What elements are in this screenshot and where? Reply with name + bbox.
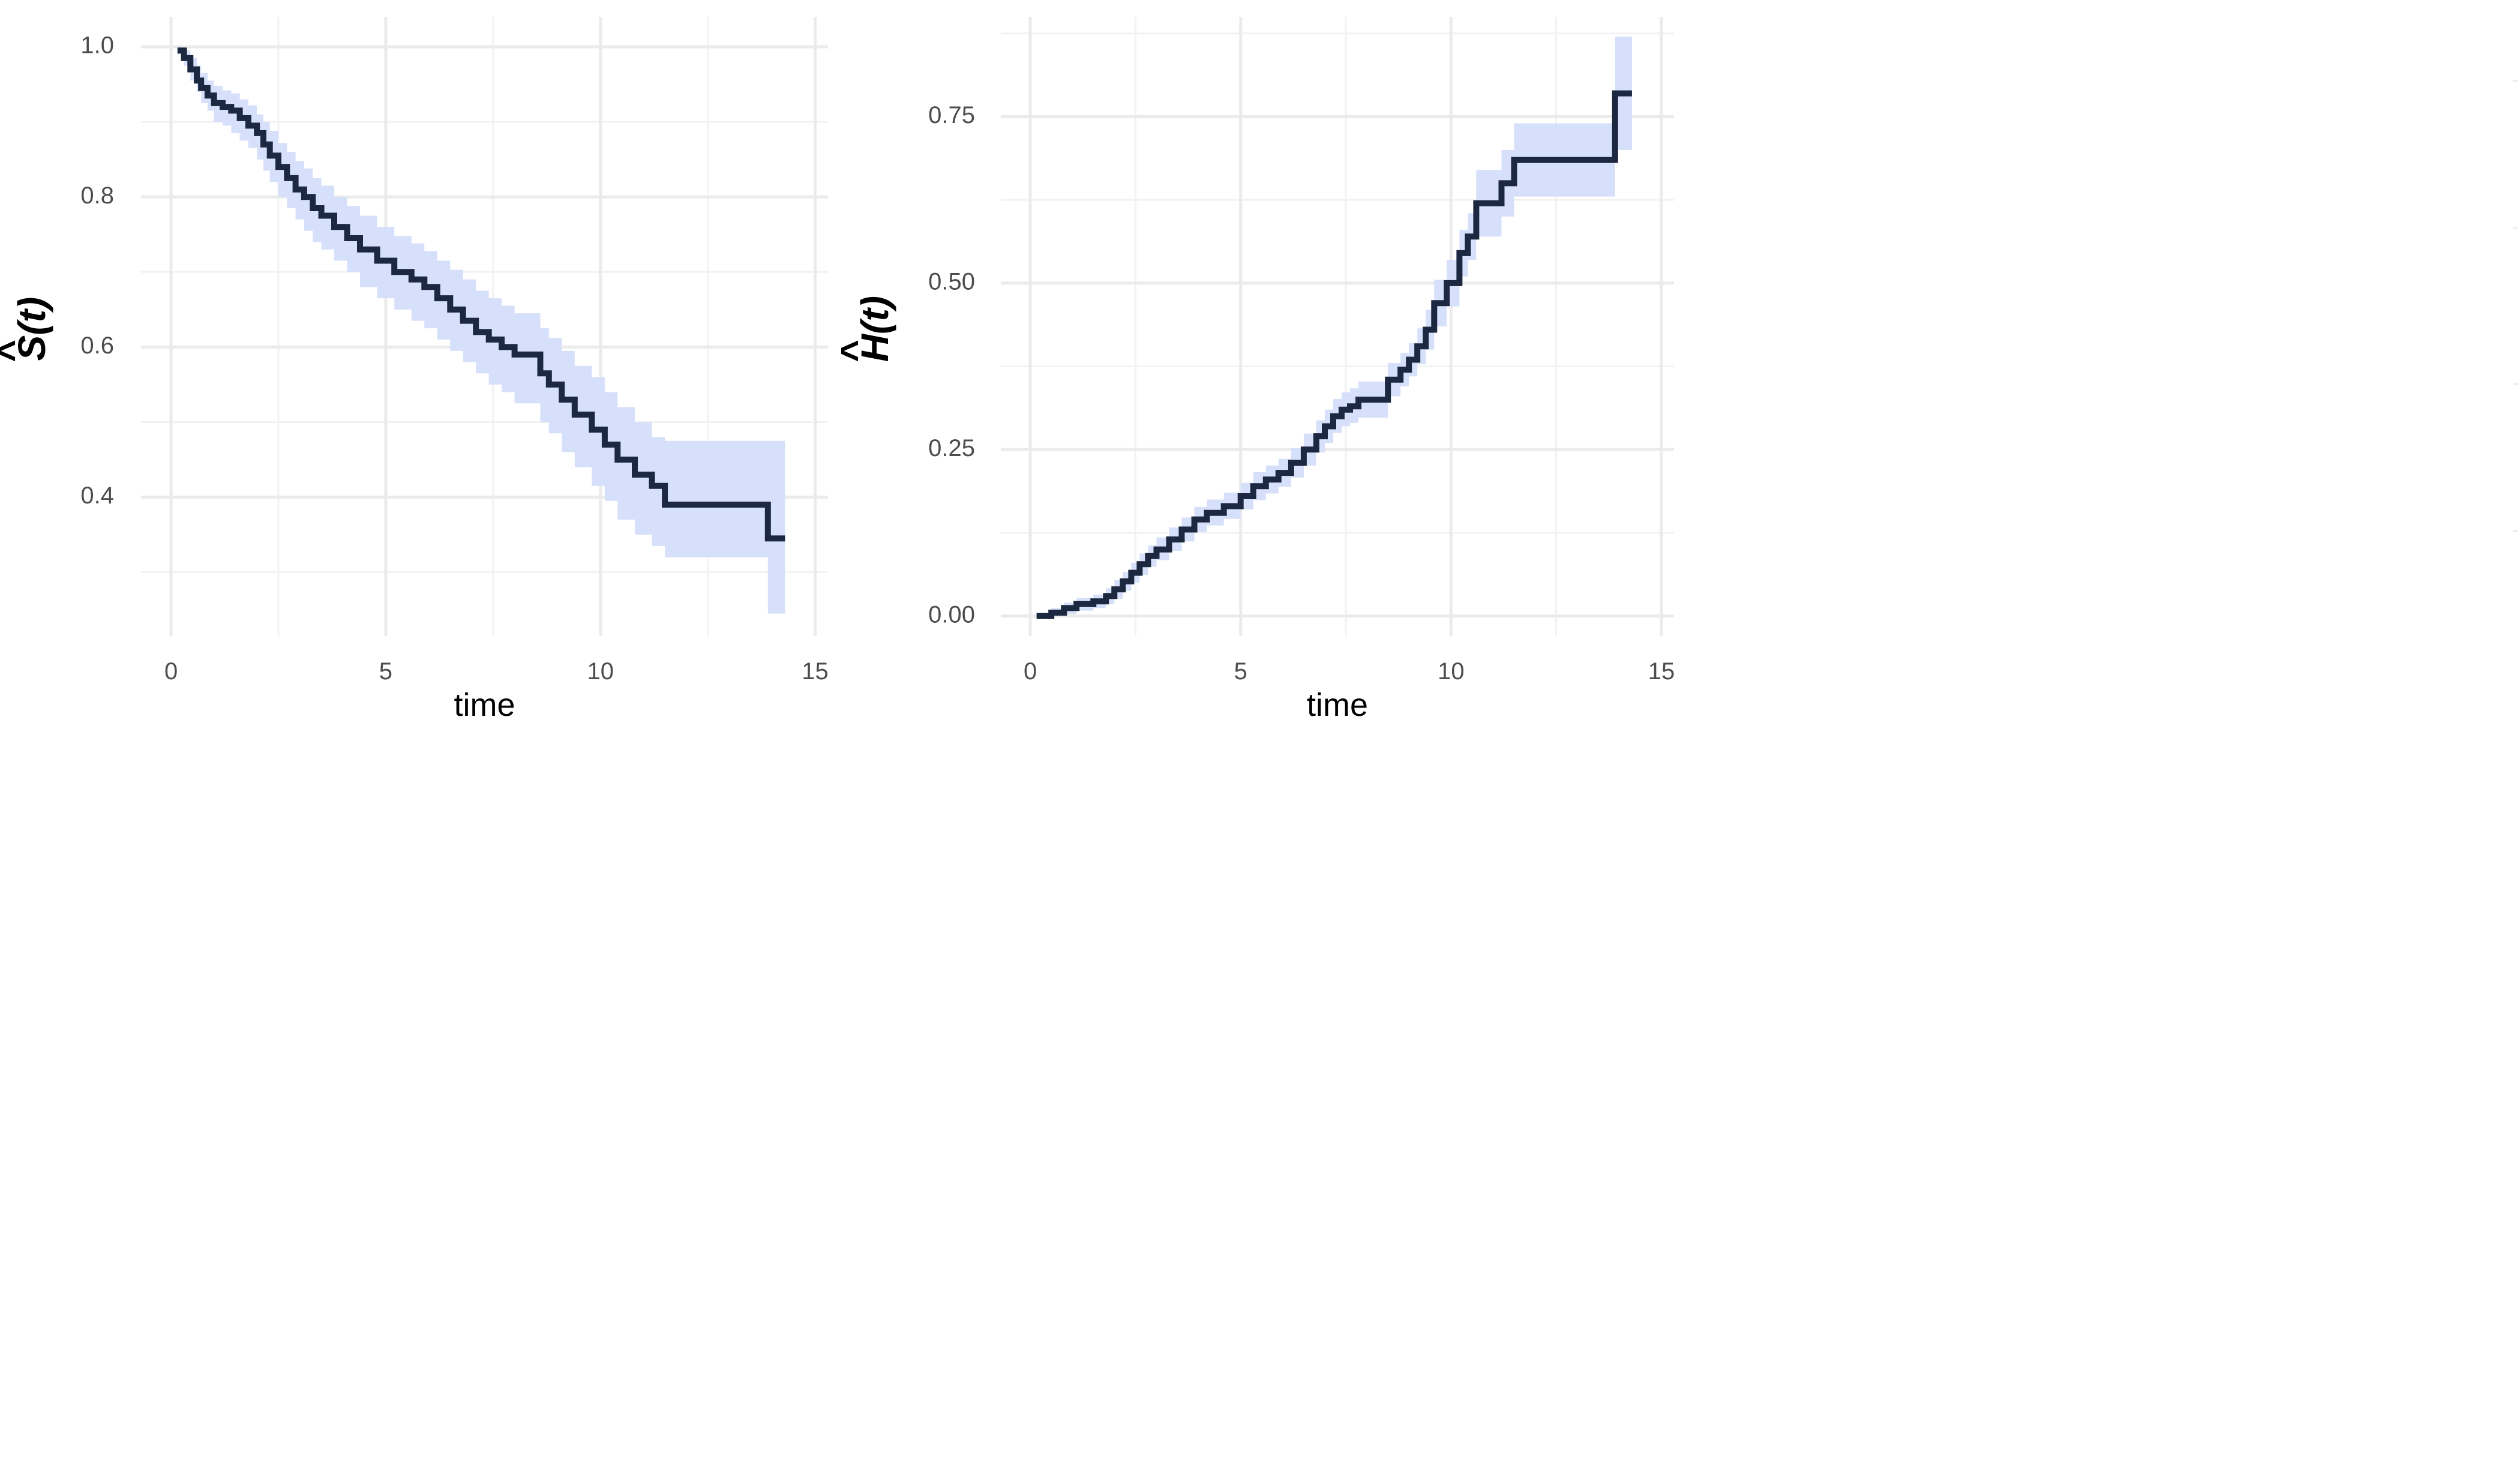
x-tick-label: 15	[1648, 658, 1675, 685]
y-tick-label: 0.4	[80, 482, 114, 509]
y-axis-title-arg: (t)	[10, 297, 53, 335]
x-tick-label: 0	[164, 658, 178, 685]
x-tick-label: 15	[802, 658, 829, 685]
x-tick-label: 10	[587, 658, 614, 685]
step-line	[1036, 90, 1632, 619]
y-axis-title-text: S(t)	[10, 297, 53, 361]
y-tick-label: 0.75	[928, 102, 975, 128]
y-tick-label: 0.8	[80, 182, 114, 209]
y-axis-title: H(t)^	[833, 296, 896, 363]
gridlines	[1001, 17, 1674, 636]
y-tick-label: 0.50	[928, 268, 975, 295]
y-axis-title-arg: (t)	[853, 296, 896, 334]
x-axis-title: time	[454, 687, 515, 723]
x-tick-label: 0	[1024, 658, 1037, 685]
y-axis-title-letter: S	[10, 335, 53, 361]
y-tick-label: 0.25	[928, 435, 975, 461]
x-tick-label: 5	[379, 658, 392, 685]
y-axis-title-hat: ^	[833, 340, 876, 363]
step-line	[177, 47, 785, 542]
x-tick-label: 10	[1438, 658, 1465, 685]
y-tick-label: 0.00	[928, 601, 975, 628]
y-axis-title-text: H(t)	[853, 296, 896, 362]
x-axis-title: time	[1307, 687, 1368, 723]
y-axis-title-letter: H	[853, 333, 896, 362]
right-edge-ticks	[2513, 80, 2518, 532]
y-axis-title: S(t)^	[0, 297, 53, 363]
x-tick-label: 5	[1234, 658, 1247, 685]
y-tick-label: 1.0	[80, 32, 114, 59]
confidence-band	[1036, 37, 1632, 616]
y-tick-label: 0.6	[80, 332, 114, 359]
y-axis-title-hat: ^	[0, 340, 33, 363]
